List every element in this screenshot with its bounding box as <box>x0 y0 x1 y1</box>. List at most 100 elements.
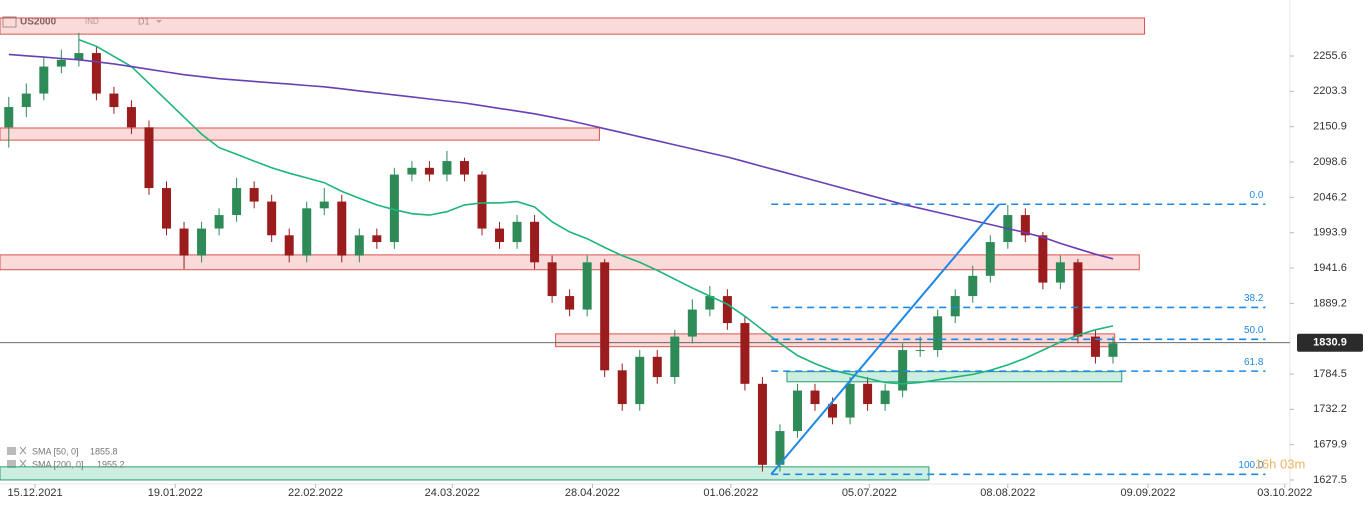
last-price-badge <box>1297 333 1363 352</box>
candle-body <box>740 323 750 384</box>
candle-body <box>582 262 592 310</box>
candle-body <box>530 221 540 263</box>
candle-body <box>319 201 329 209</box>
candle-body <box>372 235 382 243</box>
candle-body <box>722 296 732 324</box>
y-tick-label: 2046.2 <box>1313 191 1347 203</box>
header: US2000 IND D1 <box>2 16 162 28</box>
candle-body <box>565 296 575 310</box>
legend-close[interactable] <box>19 446 27 455</box>
candle-body <box>495 228 505 243</box>
candle-body <box>898 350 908 391</box>
y-tick-label: 1889.2 <box>1313 297 1347 309</box>
candle-body <box>915 350 925 352</box>
legend-value: 1855.8 <box>90 446 118 456</box>
sma-line <box>8 53 1114 260</box>
candle-body <box>459 161 469 175</box>
candle-body <box>950 296 960 317</box>
candle-body <box>389 174 399 243</box>
x-tick-label: 22.02.2022 <box>288 487 343 499</box>
candle-body <box>442 161 452 175</box>
legend-icons <box>7 446 27 468</box>
fib-level-label: 50.0 <box>1244 325 1264 336</box>
legend-value: 1955.2 <box>97 459 125 469</box>
candle-body <box>214 215 224 229</box>
candle-body <box>477 174 487 229</box>
legend-name: SMA [200, 0] <box>32 459 84 469</box>
zone <box>0 254 1140 271</box>
x-tick-label: 15.12.2021 <box>8 487 63 499</box>
candle-body <box>407 167 417 175</box>
candle-body <box>933 316 943 351</box>
candle-body <box>91 53 101 94</box>
zone <box>0 466 930 481</box>
candle-body <box>1090 336 1100 357</box>
x-tick-label: 24.03.2022 <box>425 487 480 499</box>
candle-body <box>1055 262 1065 283</box>
candle-body <box>21 93 31 108</box>
sma-line <box>78 38 1114 385</box>
candle-body <box>162 188 172 229</box>
y-tick-label: 2150.9 <box>1313 121 1347 133</box>
x-tick-label: 03.10.2022 <box>1257 487 1312 499</box>
candle-body <box>4 107 14 128</box>
y-tick-label: 1784.5 <box>1313 368 1347 380</box>
y-tick-label: 2255.6 <box>1313 50 1347 62</box>
x-tick-label: 08.08.2022 <box>980 487 1035 499</box>
y-tick-label: 1993.9 <box>1313 227 1347 239</box>
candle-body <box>863 383 873 405</box>
x-tick-label: 19.01.2022 <box>148 487 203 499</box>
fib-level-label: 0.0 <box>1250 190 1264 201</box>
zone <box>555 333 1116 348</box>
timeframe[interactable]: D1 <box>138 16 150 26</box>
x-tick-label: 09.09.2022 <box>1120 487 1175 499</box>
candle-body <box>109 93 119 108</box>
candle-body <box>232 188 242 216</box>
candle-body <box>337 201 347 256</box>
candle-body <box>687 309 697 337</box>
candle-body <box>845 383 855 418</box>
symbol-icon <box>2 16 17 28</box>
timeframe-dropdown[interactable] <box>156 20 162 23</box>
legend-close[interactable] <box>19 459 27 468</box>
candle-body <box>635 356 645 405</box>
symbol: US2000 <box>20 17 57 28</box>
candle-body <box>284 235 294 256</box>
legend-icon[interactable] <box>7 460 16 468</box>
candle-body <box>144 127 154 189</box>
candle-body <box>126 107 136 128</box>
candle-body <box>197 228 207 256</box>
candle-body <box>828 404 838 418</box>
y-tick-label: 2098.6 <box>1313 156 1347 168</box>
candle-body <box>985 242 995 276</box>
candle-body <box>547 262 557 297</box>
y-tick-label: 2203.3 <box>1313 85 1347 97</box>
candle-body <box>792 390 802 432</box>
candle-body <box>249 188 259 202</box>
zone <box>0 17 1146 35</box>
candle-body <box>424 167 434 175</box>
candle-body <box>775 431 785 465</box>
last-price-label: 1830.9 <box>1313 337 1347 349</box>
candle-body <box>968 275 978 297</box>
candle-body <box>1073 262 1083 337</box>
y-tick-label: 1941.6 <box>1313 262 1347 274</box>
fib-level-label: 38.2 <box>1244 293 1264 304</box>
candle-body <box>354 235 364 256</box>
x-tick-label: 28.04.2022 <box>565 487 620 499</box>
legend-icon[interactable] <box>7 447 16 455</box>
candle-body <box>1108 343 1118 357</box>
candle-body <box>617 370 627 405</box>
fib-level-label: 61.8 <box>1244 357 1264 368</box>
candle-body <box>267 201 277 236</box>
candle-body <box>512 221 522 243</box>
candle-body <box>1038 235 1048 283</box>
candle-body <box>600 262 610 371</box>
candle-body <box>179 228 189 256</box>
candle-body <box>39 66 49 94</box>
y-tick-label: 1732.2 <box>1313 403 1347 415</box>
candle-body <box>652 356 662 378</box>
candle-body <box>74 53 84 60</box>
